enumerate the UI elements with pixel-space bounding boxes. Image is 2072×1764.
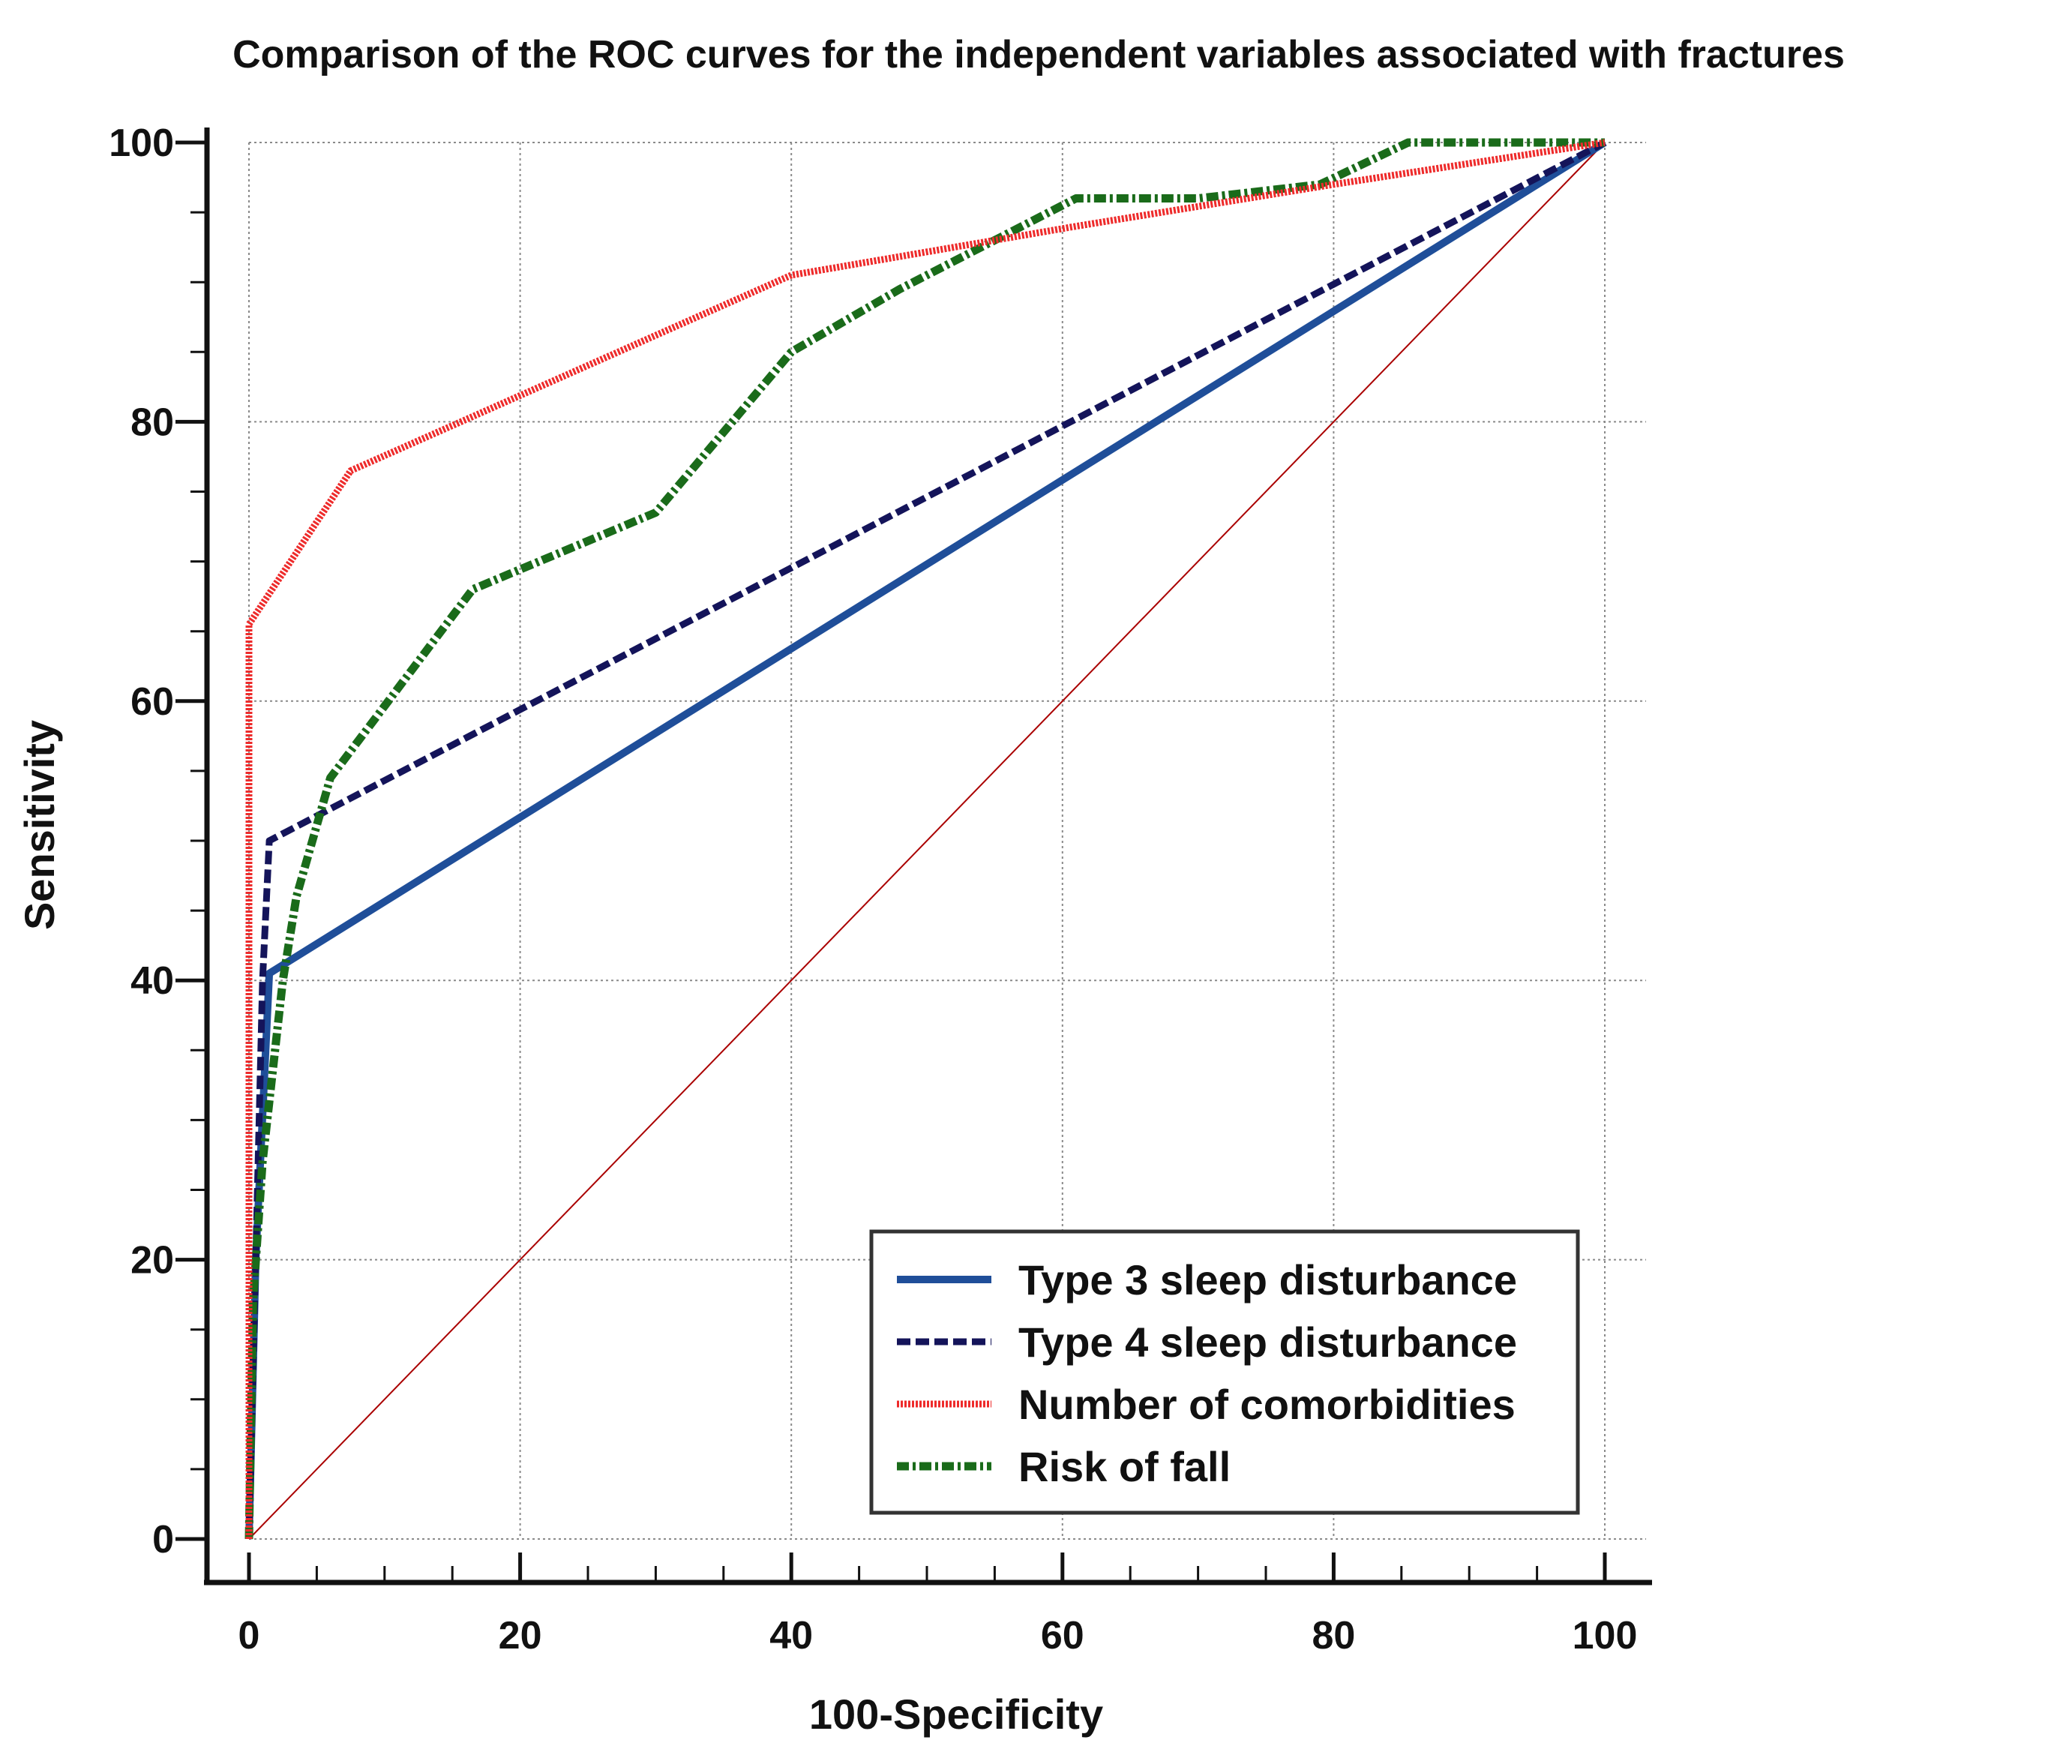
legend-label-2: Type 4 sleep disturbance — [1018, 1318, 1517, 1366]
roc-curves — [244, 138, 1607, 1540]
x-tick-label: 100 — [1573, 1614, 1638, 1658]
ticks: 0 20 40 60 80 100 0 20 40 60 80 100 — [109, 122, 1637, 1658]
roc-curve-type-4-sleep-disturbance — [245, 140, 1607, 1540]
roc-curve-risk-of-fall — [244, 138, 1605, 1540]
y-tick-label: 0 — [152, 1518, 174, 1562]
x-tick-label: 0 — [238, 1614, 260, 1658]
x-tick-label: 20 — [499, 1614, 542, 1658]
y-tick-label: 100 — [109, 122, 174, 165]
legend: Type 3 sleep disturbance Type 4 sleep dis… — [869, 1229, 1580, 1515]
legend-label-3: Number of comorbidities — [1018, 1381, 1516, 1428]
y-tick-label: 20 — [130, 1239, 174, 1282]
x-tick-label: 60 — [1041, 1614, 1084, 1658]
x-axis-title: 100-Specificity — [809, 1690, 1103, 1738]
chart-title: Comparison of the ROC curves for the ind… — [232, 33, 1845, 76]
roc-curve-number-of-comorbidities — [245, 139, 1606, 1539]
y-tick-label: 40 — [130, 959, 174, 1003]
x-tick-label: 80 — [1312, 1614, 1355, 1658]
y-axis-title: Sensitivity — [16, 720, 63, 930]
y-tick-label: 60 — [130, 680, 174, 724]
x-tick-label: 40 — [769, 1614, 813, 1658]
legend-label-1: Type 3 sleep disturbance — [1018, 1256, 1517, 1304]
legend-label-4: Risk of fall — [1018, 1443, 1231, 1490]
chance-line — [248, 142, 1606, 1540]
y-tick-label: 80 — [130, 400, 174, 444]
